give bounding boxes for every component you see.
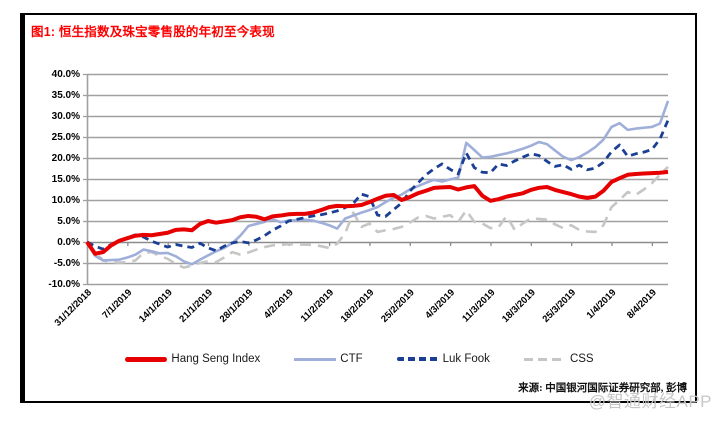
legend-item-luk-fook: Luk Fook <box>396 353 490 365</box>
ctf-line-marker <box>294 357 337 361</box>
legend-item-ctf: CTF <box>294 353 363 365</box>
chart-legend: Hang Seng Index CTF Luk Fook CSS <box>0 353 719 365</box>
legend-label: Luk Fook <box>442 353 490 365</box>
legend-label: CSS <box>569 353 594 365</box>
source-attribution: 来源: 中国银河国际证券研究部, 彭博 <box>516 380 689 395</box>
legend-label: Hang Seng Index <box>171 353 261 365</box>
css-line-marker <box>523 357 566 361</box>
legend-label: CTF <box>340 353 363 365</box>
luk-fook-line-marker <box>396 357 439 361</box>
legend-item-hang-seng-index: Hang Seng Index <box>125 353 260 365</box>
hang-seng-line-marker <box>125 356 168 362</box>
legend-item-css: CSS <box>523 353 594 365</box>
watermark-text: @智通财经APP <box>588 392 712 411</box>
